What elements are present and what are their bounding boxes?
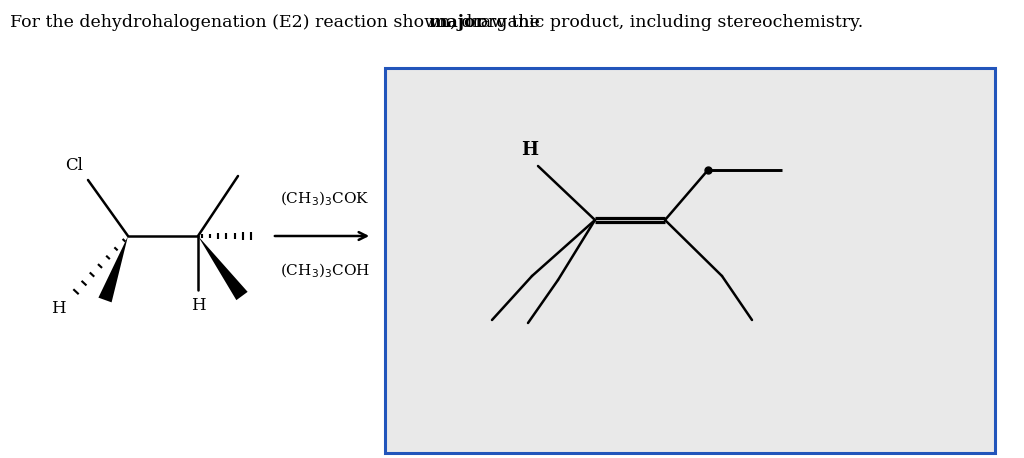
Text: H: H xyxy=(521,141,539,159)
Text: H: H xyxy=(190,297,206,314)
Text: H: H xyxy=(51,300,66,317)
Text: Cl: Cl xyxy=(66,157,83,174)
Text: For the dehydrohalogenation (E2) reaction shown, draw the: For the dehydrohalogenation (E2) reactio… xyxy=(10,14,546,31)
Polygon shape xyxy=(198,236,248,300)
Text: (CH$_3$)$_3$COK: (CH$_3$)$_3$COK xyxy=(280,190,370,208)
Text: organic product, including stereochemistry.: organic product, including stereochemist… xyxy=(472,14,863,31)
Polygon shape xyxy=(98,236,128,302)
Text: major: major xyxy=(428,14,485,31)
FancyBboxPatch shape xyxy=(385,68,995,453)
Text: (CH$_3$)$_3$COH: (CH$_3$)$_3$COH xyxy=(280,262,371,280)
